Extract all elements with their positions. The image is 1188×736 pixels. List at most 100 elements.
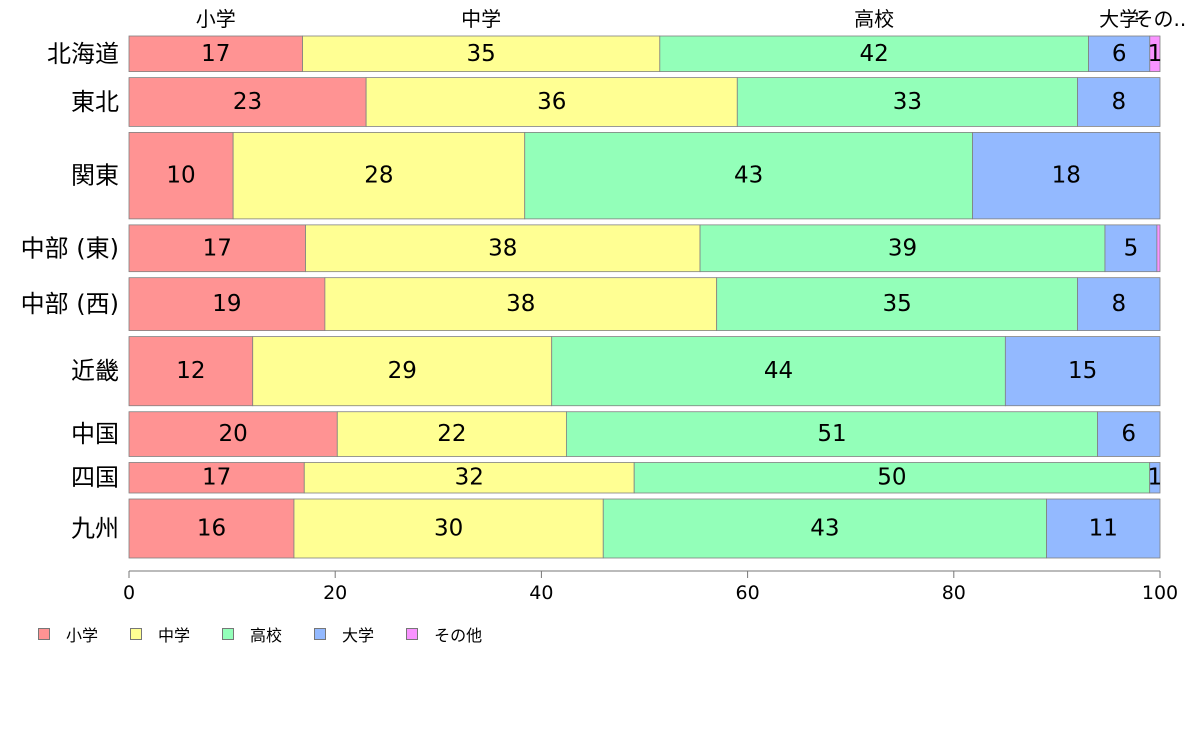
bar-segment xyxy=(1046,498,1161,559)
data-label: 12 xyxy=(176,358,205,384)
data-label: 44 xyxy=(764,358,793,384)
data-label: 51 xyxy=(817,421,846,447)
data-label: 43 xyxy=(734,163,763,189)
bar-segment xyxy=(293,498,604,559)
data-label: 38 xyxy=(506,291,535,317)
category-label: 中部 (西) xyxy=(21,290,119,318)
category-label: 関東 xyxy=(71,162,119,190)
bar-segment xyxy=(305,224,701,273)
data-label: 28 xyxy=(364,163,393,189)
top-series-label: 大学 xyxy=(1099,7,1139,31)
bar-segment xyxy=(1077,77,1161,127)
bar-segment xyxy=(252,336,553,407)
category-label: 九州 xyxy=(71,515,119,543)
data-label: 6 xyxy=(1112,41,1127,67)
category-label: 四国 xyxy=(71,464,119,492)
data-label: 8 xyxy=(1111,89,1126,115)
x-tick-label: 40 xyxy=(529,582,553,604)
legend-label: 中学 xyxy=(158,626,191,645)
data-label: 43 xyxy=(810,516,839,542)
category-label: 中国 xyxy=(71,420,119,448)
data-label: 6 xyxy=(1121,421,1136,447)
bar-segment xyxy=(1004,336,1161,407)
legend-item: 大学 xyxy=(314,622,374,646)
data-label: 33 xyxy=(893,89,922,115)
legend-item: 中学 xyxy=(130,622,190,646)
bar-segment xyxy=(128,35,303,73)
bar-segment xyxy=(716,277,1078,331)
bar-segment xyxy=(1077,277,1161,331)
bar-segment xyxy=(128,77,367,127)
data-label: 1 xyxy=(1148,41,1163,67)
legend-item: 高校 xyxy=(222,622,282,646)
data-label: 30 xyxy=(434,516,463,542)
bar-segment xyxy=(232,132,526,220)
bar-segment xyxy=(336,411,567,457)
data-label: 17 xyxy=(201,41,230,67)
bar-segment xyxy=(602,498,1047,559)
data-label: 1 xyxy=(1148,465,1163,491)
data-label: 15 xyxy=(1068,358,1097,384)
legend-label: その他 xyxy=(434,626,483,645)
data-label: 35 xyxy=(467,41,496,67)
bar-segment xyxy=(1088,35,1151,73)
data-label: 22 xyxy=(437,421,466,447)
bar-segment xyxy=(565,411,1098,457)
data-label: 17 xyxy=(202,465,231,491)
data-label: 39 xyxy=(888,235,917,261)
data-label: 32 xyxy=(455,465,484,491)
legend-label: 高校 xyxy=(250,626,283,645)
bar-segment xyxy=(1149,35,1161,73)
data-label: 36 xyxy=(537,89,566,115)
legend: 小学 中学 高校 大学 その他 xyxy=(38,622,514,646)
x-tick-label: 80 xyxy=(942,582,966,604)
bar-segment xyxy=(128,498,295,559)
bar-segment xyxy=(128,462,305,494)
top-series-label: 小学 xyxy=(196,7,236,31)
bar-segment xyxy=(128,336,254,407)
legend-item: 小学 xyxy=(38,622,98,646)
x-tick-label: 100 xyxy=(1142,582,1178,604)
legend-swatch xyxy=(314,628,327,640)
data-label: 20 xyxy=(219,421,248,447)
top-series-label: その.. xyxy=(1134,7,1187,31)
x-tick-label: 0 xyxy=(123,582,135,604)
bar-segment xyxy=(659,35,1089,73)
data-label: 29 xyxy=(388,358,417,384)
data-label: 35 xyxy=(882,291,911,317)
bar-segment xyxy=(324,277,718,331)
data-label: 42 xyxy=(860,41,889,67)
legend-swatch xyxy=(38,628,50,640)
data-label: 8 xyxy=(1111,291,1126,317)
legend-swatch xyxy=(130,628,143,640)
top-series-label: 高校 xyxy=(854,7,894,31)
legend-swatch xyxy=(406,628,419,640)
bar-segment xyxy=(128,132,234,220)
bar-segment xyxy=(128,411,338,457)
x-tick-label: 60 xyxy=(736,582,760,604)
legend-label: 大学 xyxy=(342,626,375,645)
data-label: 50 xyxy=(877,465,906,491)
data-label: 18 xyxy=(1052,163,1081,189)
bar-segment xyxy=(1149,462,1161,494)
data-label: 19 xyxy=(212,291,241,317)
legend-label: 小学 xyxy=(66,626,99,645)
data-label: 38 xyxy=(488,235,517,261)
category-label: 東北 xyxy=(71,88,119,116)
bar-segment xyxy=(972,132,1161,220)
legend-item: その他 xyxy=(406,622,482,646)
data-label: 17 xyxy=(203,235,232,261)
bar-segment xyxy=(524,132,973,220)
bar-segment xyxy=(303,462,635,494)
category-label: 中部 (東) xyxy=(21,234,119,262)
x-tick-label: 20 xyxy=(323,582,347,604)
data-label: 11 xyxy=(1089,516,1118,542)
category-label: 北海道 xyxy=(47,40,119,68)
data-label: 16 xyxy=(197,516,226,542)
bar-segment xyxy=(128,277,326,331)
bar-segment xyxy=(365,77,738,127)
bar-segment xyxy=(1156,224,1161,273)
bar-segment xyxy=(1104,224,1158,273)
legend-swatch xyxy=(222,628,235,640)
